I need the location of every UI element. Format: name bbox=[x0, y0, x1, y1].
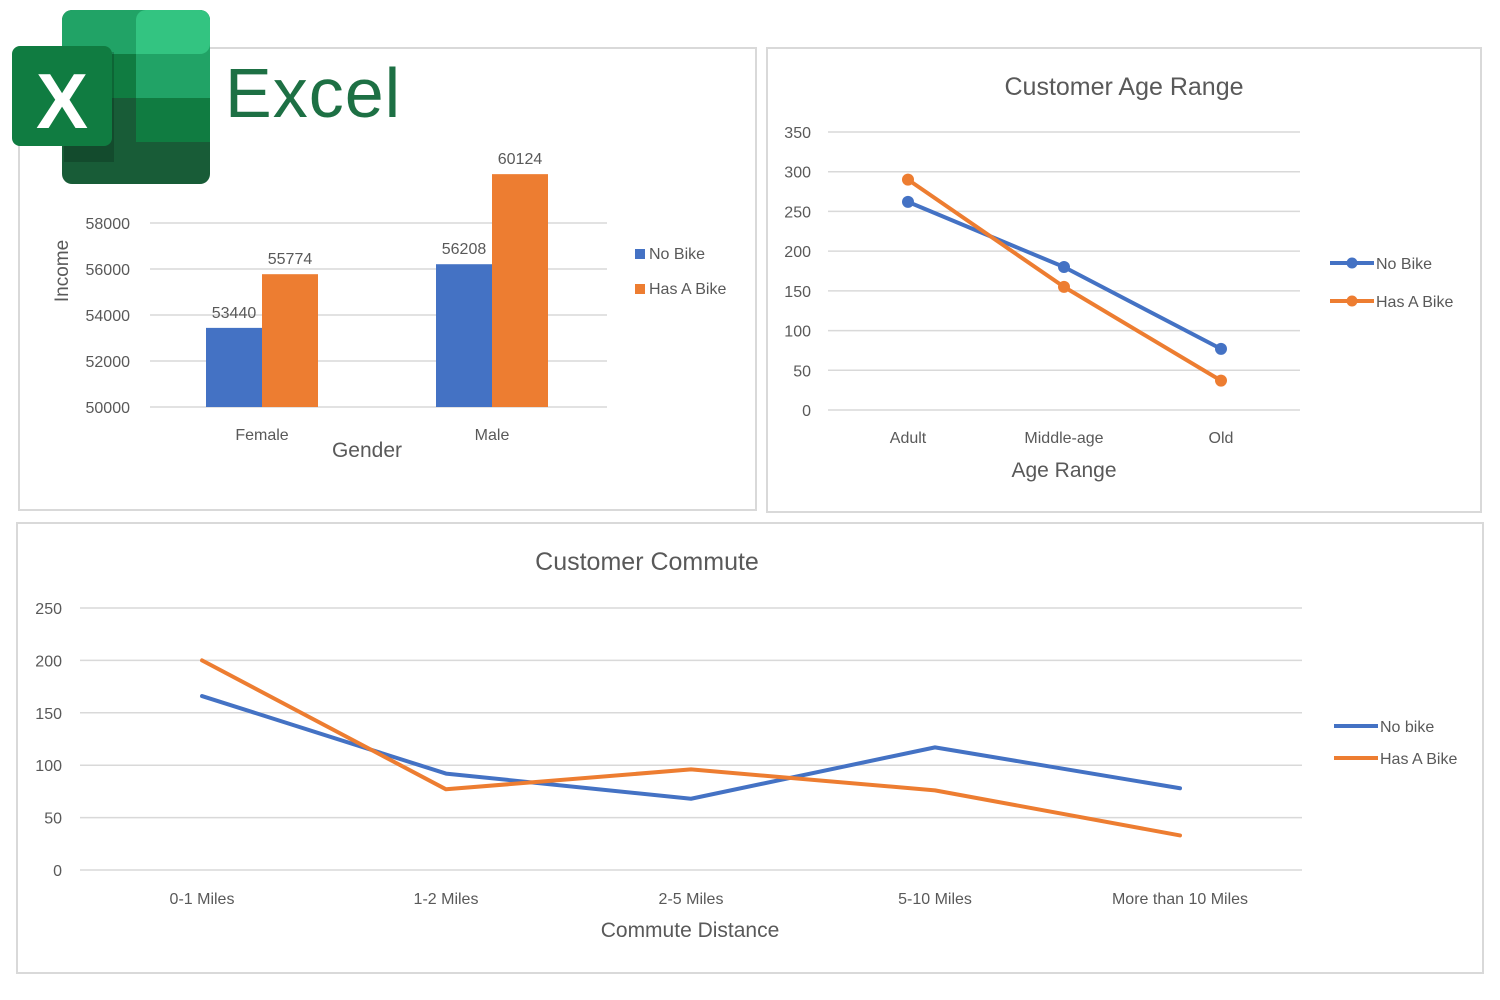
data-label: 55774 bbox=[268, 251, 313, 268]
x-tick-label: Adult bbox=[890, 430, 927, 447]
y-tick-label: 50000 bbox=[86, 400, 131, 417]
y-tick-label: 300 bbox=[784, 165, 811, 182]
data-point bbox=[902, 173, 914, 186]
y-tick-label: 0 bbox=[53, 863, 62, 880]
data-label: 60124 bbox=[498, 151, 543, 168]
customer-age-range-chart: 0 50 100 150 200 250 300 350 Customer Age Range A… bbox=[766, 47, 1482, 513]
customer-commute-chart-svg: 0 50 100 150 200 250 Customer Commute 0-1 Miles… bbox=[35, 548, 1457, 942]
y-tick-label: 200 bbox=[784, 244, 811, 261]
excel-logo: X bbox=[10, 10, 210, 186]
gender-income-chart-svg: 50000 52000 54000 56000 58000 53440 55774 Femal… bbox=[52, 151, 726, 462]
x-tick-label: Middle-age bbox=[1024, 430, 1103, 447]
x-tick-label: Male bbox=[475, 427, 510, 444]
data-label: 53440 bbox=[212, 305, 257, 322]
legend-swatch bbox=[635, 249, 645, 259]
y-tick-label: 50 bbox=[793, 363, 811, 380]
x-axis-title: Age Range bbox=[1011, 459, 1116, 482]
customer-age-range-chart-svg: 0 50 100 150 200 250 300 350 Customer Age Range A… bbox=[784, 73, 1453, 482]
x-tick-label: 5-10 Miles bbox=[898, 891, 972, 908]
y-tick-label: 100 bbox=[784, 324, 811, 341]
series-line bbox=[200, 658, 1182, 838]
bar bbox=[206, 327, 262, 407]
data-point bbox=[1058, 280, 1070, 293]
bar bbox=[436, 264, 492, 407]
bar bbox=[262, 274, 318, 407]
y-tick-label: 56000 bbox=[86, 262, 131, 279]
y-tick-label: 100 bbox=[35, 758, 62, 775]
data-label: 56208 bbox=[442, 241, 487, 258]
series-line bbox=[906, 199, 1223, 351]
legend-label: Has A Bike bbox=[649, 281, 726, 298]
x-axis-title: Gender bbox=[332, 439, 402, 462]
excel-logo-icon: X bbox=[12, 10, 210, 184]
y-tick-label: 52000 bbox=[86, 354, 131, 371]
data-point bbox=[1215, 374, 1227, 387]
x-tick-label: 2-5 Miles bbox=[659, 891, 724, 908]
series-line bbox=[906, 177, 1223, 383]
legend-marker bbox=[1346, 295, 1358, 307]
legend-swatch bbox=[635, 284, 645, 294]
x-axis-title: Commute Distance bbox=[601, 919, 780, 942]
legend-label: No bike bbox=[1380, 719, 1434, 736]
legend-label: No Bike bbox=[649, 246, 705, 263]
customer-commute-chart: 0 50 100 150 200 250 Customer Commute 0-1 Miles… bbox=[16, 522, 1484, 974]
x-tick-label: Old bbox=[1209, 430, 1234, 447]
bar bbox=[492, 174, 548, 407]
legend-label: Has A Bike bbox=[1380, 751, 1457, 768]
x-tick-label: More than 10 Miles bbox=[1112, 891, 1248, 908]
legend-label: No Bike bbox=[1376, 256, 1432, 273]
y-tick-label: 250 bbox=[784, 204, 811, 221]
y-tick-label: 0 bbox=[802, 403, 811, 420]
y-tick-label: 150 bbox=[784, 284, 811, 301]
legend-label: Has A Bike bbox=[1376, 294, 1453, 311]
data-point bbox=[902, 195, 914, 208]
y-tick-label: 54000 bbox=[86, 308, 131, 325]
y-tick-label: 250 bbox=[35, 601, 62, 618]
x-tick-label: 1-2 Miles bbox=[414, 891, 479, 908]
excel-wordmark: Excel bbox=[225, 54, 402, 132]
data-point bbox=[1215, 342, 1227, 355]
x-tick-label: Female bbox=[235, 427, 288, 444]
data-point bbox=[1058, 261, 1070, 274]
y-axis-title: Income bbox=[52, 240, 73, 302]
legend-marker bbox=[1346, 257, 1358, 269]
y-tick-label: 350 bbox=[784, 125, 811, 142]
series-line bbox=[200, 694, 1182, 801]
y-tick-label: 150 bbox=[35, 706, 62, 723]
y-tick-label: 58000 bbox=[86, 216, 131, 233]
x-tick-label: 0-1 Miles bbox=[170, 891, 235, 908]
chart-title: Customer Age Range bbox=[1004, 73, 1243, 101]
chart-title: Customer Commute bbox=[535, 548, 759, 576]
excel-logo-letter: X bbox=[36, 57, 88, 145]
y-tick-label: 200 bbox=[35, 653, 62, 670]
y-tick-label: 50 bbox=[44, 811, 62, 828]
